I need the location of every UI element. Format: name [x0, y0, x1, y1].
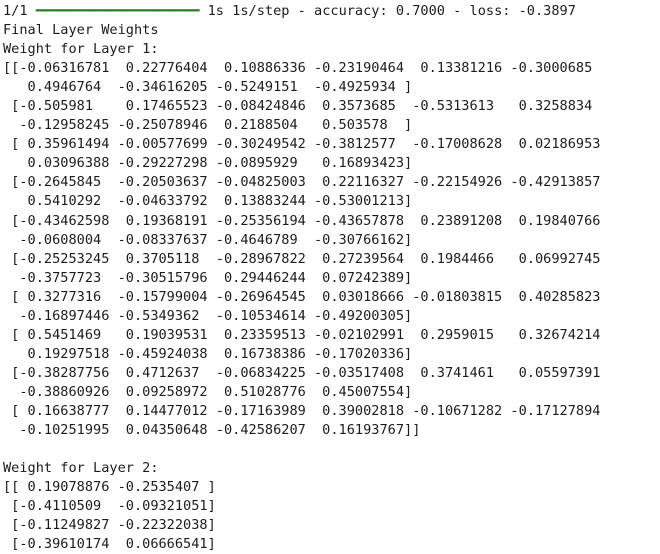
- layer1-matrix-line: -0.38860926 0.09258972 0.51028776 0.4500…: [3, 383, 413, 400]
- layer1-matrix-line: [ 0.5451469 0.19039531 0.23359513 -0.021…: [3, 326, 601, 343]
- layer1-matrix-line: -0.12958245 -0.25078946 0.2188504 0.5035…: [3, 117, 413, 134]
- layer1-matrix-line: 0.03096388 -0.29227298 -0.0895929 0.1689…: [3, 155, 413, 172]
- layer1-matrix-line: 0.4946764 -0.34616205 -0.5249151 -0.4925…: [3, 79, 413, 96]
- layer1-matrix-line: -0.16897446 -0.5349362 -0.10534614 -0.49…: [3, 307, 413, 324]
- final-layer-weights-heading: Final Layer Weights: [3, 22, 159, 39]
- layer1-matrix-line: [-0.43462598 0.19368191 -0.25356194 -0.4…: [3, 212, 601, 229]
- layer1-matrix-line: [ 0.16638777 0.14477012 -0.17163989 0.39…: [3, 402, 601, 419]
- layer1-matrix-line: [-0.25253245 0.3705118 -0.28967822 0.272…: [3, 250, 601, 267]
- layer1-matrix-line: [-0.38287756 0.4712637 -0.06834225 -0.03…: [3, 364, 601, 381]
- progress-bar: ━━━━━━━━━━━━━━━━━━━━: [35, 3, 200, 19]
- layer1-matrix-line: -0.3757723 -0.30515796 0.29446244 0.0724…: [3, 269, 413, 286]
- layer1-matrix-line: [ 0.3277316 -0.15799004 -0.26964545 0.03…: [3, 288, 601, 305]
- layer1-matrix-line: [[-0.06316781 0.22776404 0.10886336 -0.2…: [3, 60, 593, 77]
- layer1-matrix-line: -0.10251995 0.04350648 -0.42586207 0.161…: [3, 422, 421, 439]
- progress-metrics: 1s 1s/step - accuracy: 0.7000 - loss: -0…: [199, 3, 576, 19]
- layer1-heading: Weight for Layer 1:: [3, 41, 159, 58]
- layer1-matrix-line: [ 0.35961494 -0.00577699 -0.30249542 -0.…: [3, 136, 601, 153]
- training-progress-line: 1/1 ━━━━━━━━━━━━━━━━━━━━ 1s 1s/step - ac…: [3, 2, 660, 21]
- blank-line: [3, 440, 660, 459]
- layer1-matrix-line: [-0.2645845 -0.20503637 -0.04825003 0.22…: [3, 174, 601, 191]
- progress-step-counter: 1/1: [3, 3, 36, 19]
- layer2-matrix-line: [-0.4110509 -0.09321051]: [3, 498, 216, 515]
- layer2-matrix-line: [-0.11249827 -0.22322038]: [3, 517, 216, 534]
- layer1-matrix-line: [-0.505981 0.17465523 -0.08424846 0.3573…: [3, 98, 593, 115]
- layer1-matrix-line: 0.19297518 -0.45924038 0.16738386 -0.170…: [3, 345, 413, 362]
- layer2-matrix-line: [[ 0.19078876 -0.2535407 ]: [3, 479, 216, 496]
- layer1-matrix-line: -0.0608004 -0.08337637 -0.4646789 -0.307…: [3, 231, 413, 248]
- layer1-matrix-line: 0.5410292 -0.04633792 0.13883244 -0.5300…: [3, 193, 413, 210]
- layer2-matrix-line: [-0.39610174 0.06666541]: [3, 536, 216, 553]
- layer2-heading: Weight for Layer 2:: [3, 460, 159, 477]
